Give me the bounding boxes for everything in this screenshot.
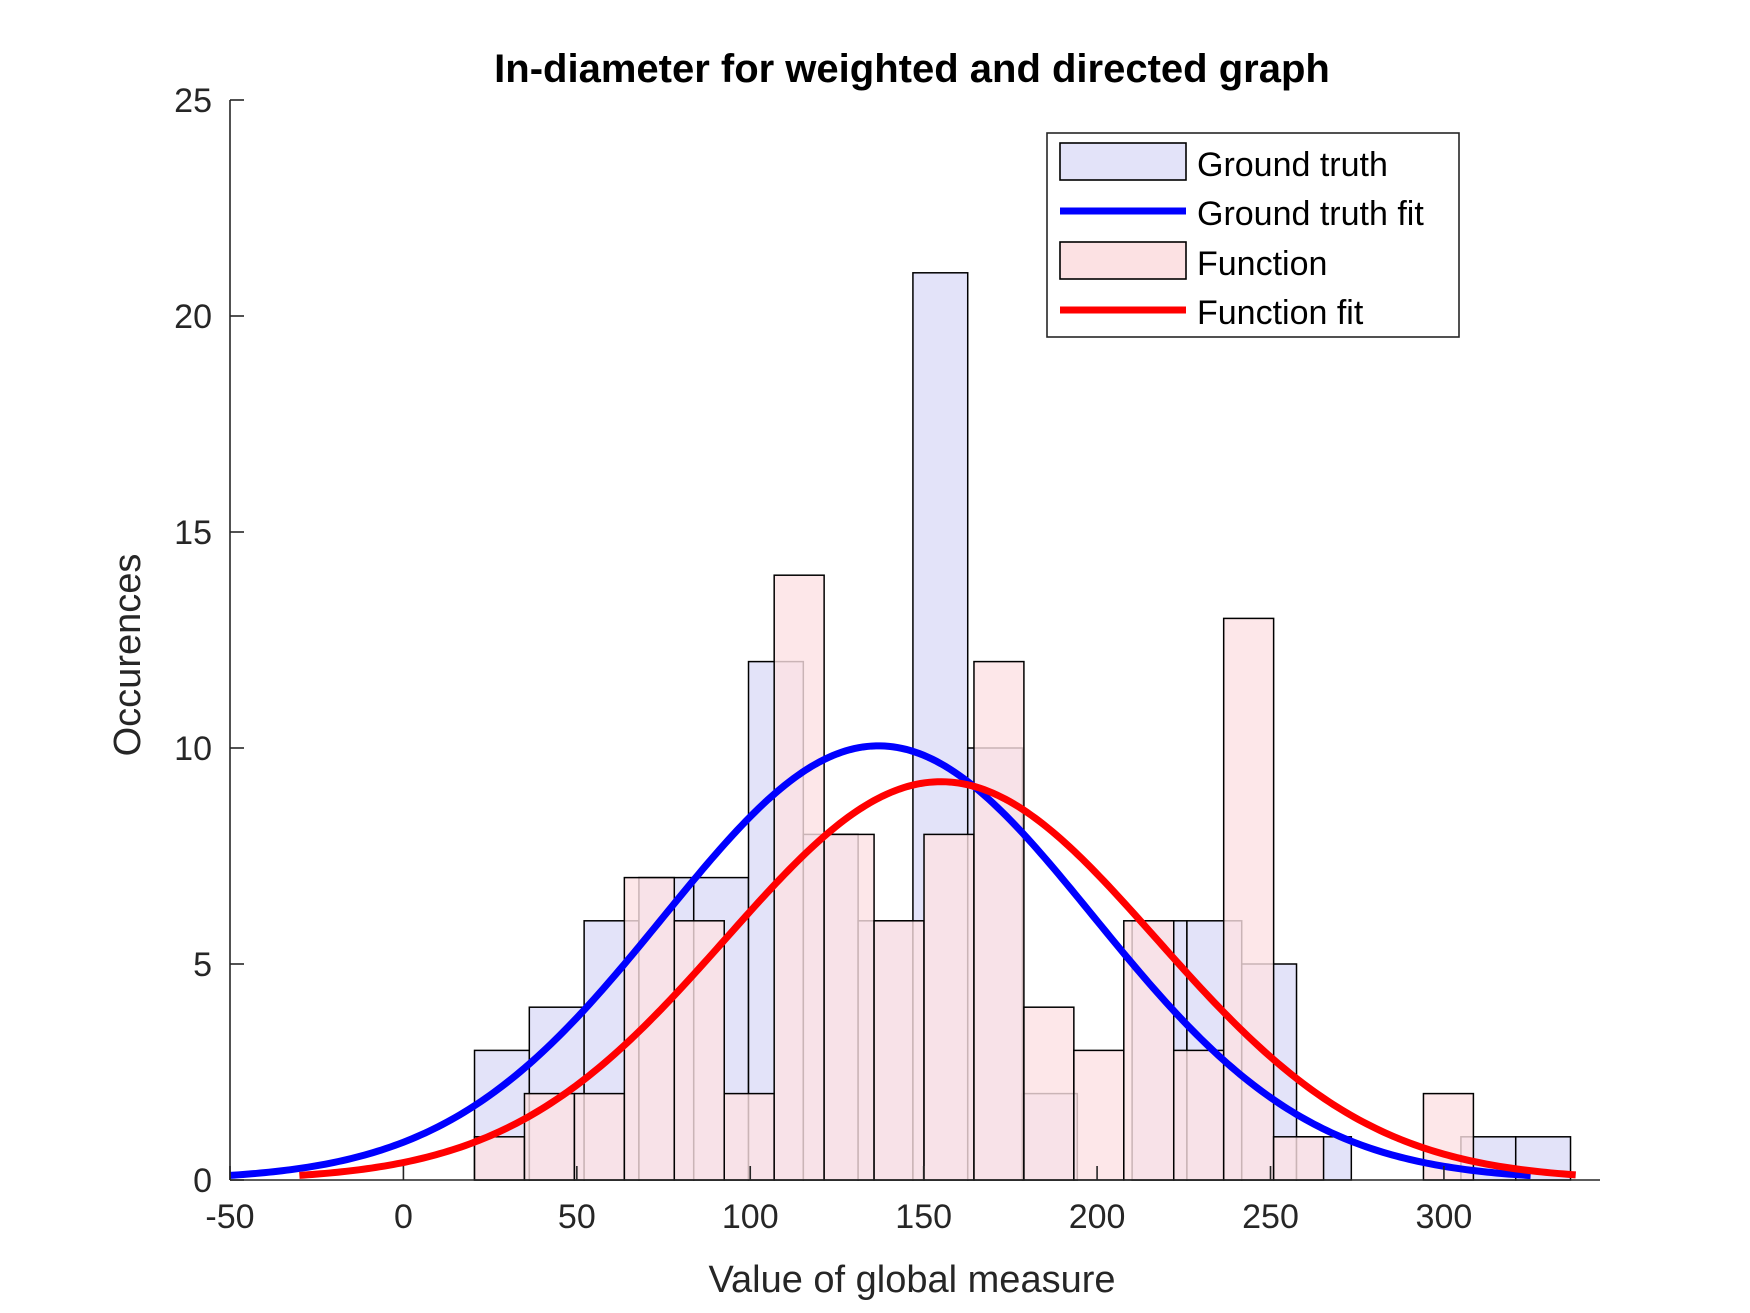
hist-bar-function-14 (1172, 1049, 1225, 1181)
x-tick-label-250: 250 (1242, 1198, 1299, 1236)
hist-bar-function-4 (673, 920, 725, 1181)
hist-bar-function-2 (573, 1092, 626, 1181)
y-axis-label: Occurences (107, 554, 149, 757)
y-tick-label-10: 10 (174, 730, 212, 768)
legend-label-ground-truth: Ground truth (1197, 146, 1388, 184)
function-fit-line (299, 778, 1576, 1179)
chart-title: In-diameter for weighted and directed gr… (494, 47, 1330, 91)
hist-bar-function-3 (623, 876, 676, 1181)
x-tick-label-100: 100 (722, 1198, 779, 1236)
legend-label-function: Function (1197, 245, 1327, 283)
x-tick-label--50: -50 (205, 1198, 254, 1236)
hist-bar-function-7 (823, 833, 875, 1181)
hist-bar-function-10 (973, 660, 1025, 1181)
hist-bar-function-0 (473, 1136, 526, 1181)
legend-label-ground-truth-fit: Ground truth fit (1197, 195, 1424, 233)
y-tick-label-0: 0 (193, 1162, 212, 1200)
legend: Ground truth Ground truth fit Function F… (1046, 132, 1460, 338)
y-tick-label-15: 15 (174, 514, 212, 552)
hist-bar-function-11 (1023, 1006, 1075, 1181)
hist-bar-function-8 (873, 920, 925, 1181)
x-tick-label-150: 150 (895, 1198, 952, 1236)
x-tick-label-200: 200 (1069, 1198, 1126, 1236)
y-tick-label-5: 5 (193, 946, 212, 984)
legend-label-function-fit: Function fit (1197, 294, 1364, 332)
hist-bar-function-9 (923, 833, 975, 1181)
y-tick-label-25: 25 (174, 82, 212, 120)
hist-bar-function-12 (1073, 1049, 1125, 1181)
hist-bar-function-16 (1272, 1136, 1325, 1181)
x-tick-label-300: 300 (1416, 1198, 1473, 1236)
ground-truth-fit-line (229, 742, 1531, 1180)
x-tick-label-50: 50 (558, 1198, 596, 1236)
legend-swatch-ground-truth (1059, 142, 1187, 181)
hist-bar-function-5 (723, 1092, 775, 1181)
x-axis-label: Value of global measure (709, 1259, 1116, 1301)
legend-swatch-function (1059, 241, 1187, 280)
x-tick-label-0: 0 (394, 1198, 413, 1236)
y-tick-label-20: 20 (174, 298, 212, 336)
